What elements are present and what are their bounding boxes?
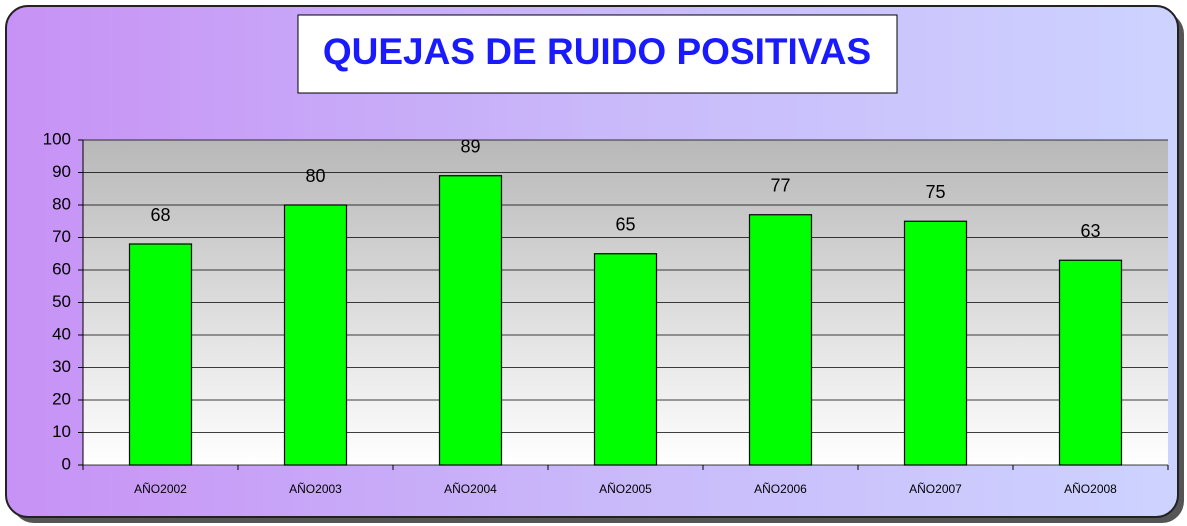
title-box [297, 14, 898, 94]
data-label: 77 [770, 176, 790, 196]
bar [593, 253, 658, 466]
y-tick-label: 90 [52, 162, 71, 181]
y-tick-label: 10 [52, 422, 71, 441]
data-label: 63 [1080, 221, 1100, 241]
y-tick-label: 100 [43, 129, 71, 148]
data-label: 89 [460, 137, 480, 157]
data-label: 68 [150, 205, 170, 225]
x-tick-label: AÑO2006 [754, 482, 807, 496]
chart-title: QUEJAS DE RUIDO POSITIVAS [323, 31, 871, 72]
y-tick-label: 80 [52, 194, 71, 213]
x-tick-label: AÑO2007 [909, 482, 962, 496]
bar [438, 175, 503, 466]
y-tick-label: 50 [52, 292, 71, 311]
x-tick-label: AÑO2003 [289, 482, 342, 496]
x-tick-label: AÑO2008 [1064, 482, 1117, 496]
data-label: 65 [615, 215, 635, 235]
x-tick-label: AÑO2005 [599, 482, 652, 496]
data-label: 80 [305, 166, 325, 186]
x-tick-label: AÑO2004 [444, 482, 497, 496]
bar [903, 220, 968, 466]
y-tick-label: 40 [52, 324, 71, 343]
bar [748, 214, 813, 466]
bar [283, 204, 348, 466]
y-tick-label: 0 [62, 454, 71, 473]
y-tick-label: 70 [52, 227, 71, 246]
y-tick-label: 60 [52, 259, 71, 278]
data-label: 75 [925, 182, 945, 202]
y-tick-label: 30 [52, 357, 71, 376]
bar [128, 243, 193, 466]
y-tick-label: 20 [52, 389, 71, 408]
bar [1058, 259, 1123, 466]
x-tick-label: AÑO2002 [134, 482, 187, 496]
